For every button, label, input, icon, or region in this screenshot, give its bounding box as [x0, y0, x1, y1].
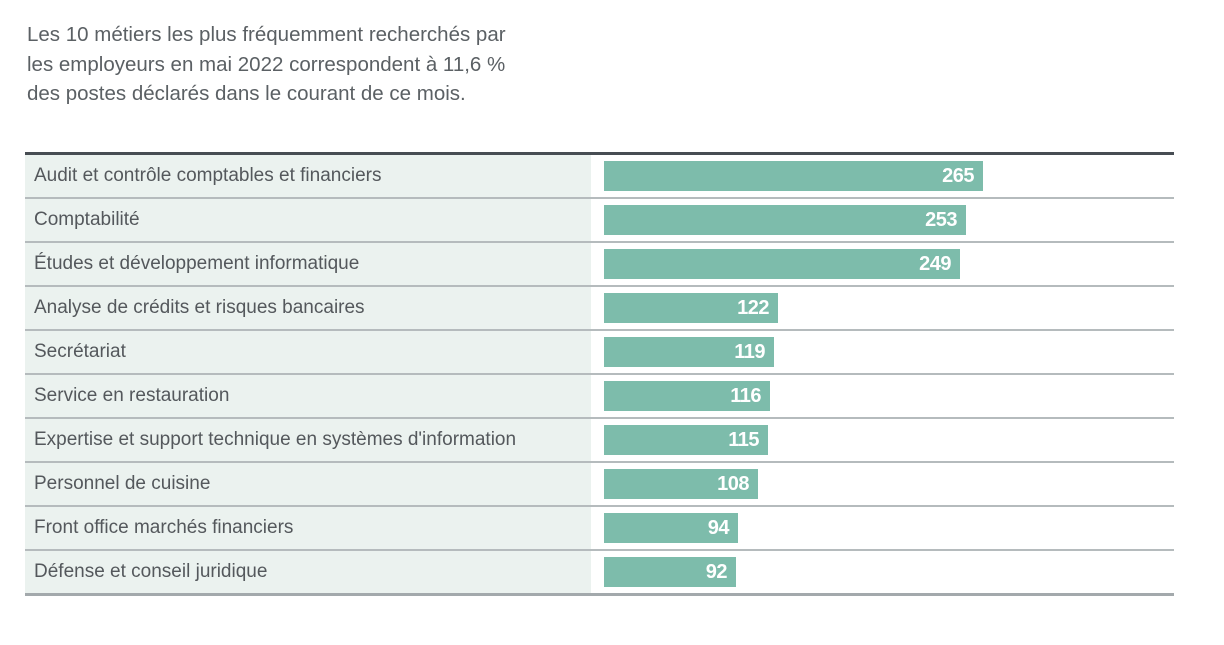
label-bar-gap — [591, 551, 604, 593]
table-row: Front office marchés financiers 94 — [25, 507, 1174, 551]
bar-value: 108 — [717, 472, 749, 495]
bar: 108 — [604, 469, 758, 499]
row-label: Défense et conseil juridique — [25, 551, 591, 593]
bar-area: 115 — [604, 419, 1174, 461]
bar-area: 108 — [604, 463, 1174, 505]
table-row: Personnel de cuisine 108 — [25, 463, 1174, 507]
label-bar-gap — [591, 375, 604, 417]
table-row: Défense et conseil juridique 92 — [25, 551, 1174, 593]
bar-value: 253 — [925, 208, 957, 231]
label-bar-gap — [591, 243, 604, 285]
bar-value: 119 — [734, 340, 765, 363]
bar-value: 94 — [707, 516, 730, 539]
bar-value: 92 — [705, 560, 728, 583]
bar: 119 — [604, 337, 774, 367]
bar-area: 265 — [604, 155, 1174, 197]
row-label: Audit et contrôle comptables et financie… — [25, 155, 591, 197]
bar-area: 253 — [604, 199, 1174, 241]
bar-area: 94 — [604, 507, 1174, 549]
bar: 122 — [604, 293, 778, 323]
table-row: Secrétariat 119 — [25, 331, 1174, 375]
bar: 253 — [604, 205, 966, 235]
row-label: Secrétariat — [25, 331, 591, 373]
bar: 92 — [604, 557, 736, 587]
label-bar-gap — [591, 507, 604, 549]
bar: 115 — [604, 425, 768, 455]
bar-value: 265 — [942, 164, 974, 187]
table-row: Études et développement informatique 249 — [25, 243, 1174, 287]
row-label: Études et développement informatique — [25, 243, 591, 285]
label-bar-gap — [591, 199, 604, 241]
bar-area: 116 — [604, 375, 1174, 417]
table-row: Service en restauration 116 — [25, 375, 1174, 419]
label-bar-gap — [591, 419, 604, 461]
label-bar-gap — [591, 463, 604, 505]
bar-value: 116 — [730, 384, 761, 407]
bar: 116 — [604, 381, 770, 411]
table-row: Analyse de crédits et risques bancaires … — [25, 287, 1174, 331]
bar-area: 92 — [604, 551, 1174, 593]
label-bar-gap — [591, 331, 604, 373]
bar-area: 119 — [604, 331, 1174, 373]
row-label: Analyse de crédits et risques bancaires — [25, 287, 591, 329]
bars-table: Audit et contrôle comptables et financie… — [25, 152, 1174, 596]
table-row: Comptabilité 253 — [25, 199, 1174, 243]
bar-value: 115 — [728, 428, 759, 451]
bar-area: 122 — [604, 287, 1174, 329]
bar-value: 122 — [737, 296, 769, 319]
row-label: Personnel de cuisine — [25, 463, 591, 505]
bar-area: 249 — [604, 243, 1174, 285]
bar: 265 — [604, 161, 983, 191]
bar: 94 — [604, 513, 738, 543]
row-label: Comptabilité — [25, 199, 591, 241]
row-label: Front office marchés financiers — [25, 507, 591, 549]
table-row: Expertise et support technique en systèm… — [25, 419, 1174, 463]
label-bar-gap — [591, 155, 604, 197]
bar-value: 249 — [919, 252, 951, 275]
chart-title: Les 10 métiers les plus fréquemment rech… — [27, 23, 506, 105]
row-label: Expertise et support technique en systèm… — [25, 419, 591, 461]
bar: 249 — [604, 249, 960, 279]
label-bar-gap — [591, 287, 604, 329]
table-row: Audit et contrôle comptables et financie… — [25, 155, 1174, 199]
row-label: Service en restauration — [25, 375, 591, 417]
